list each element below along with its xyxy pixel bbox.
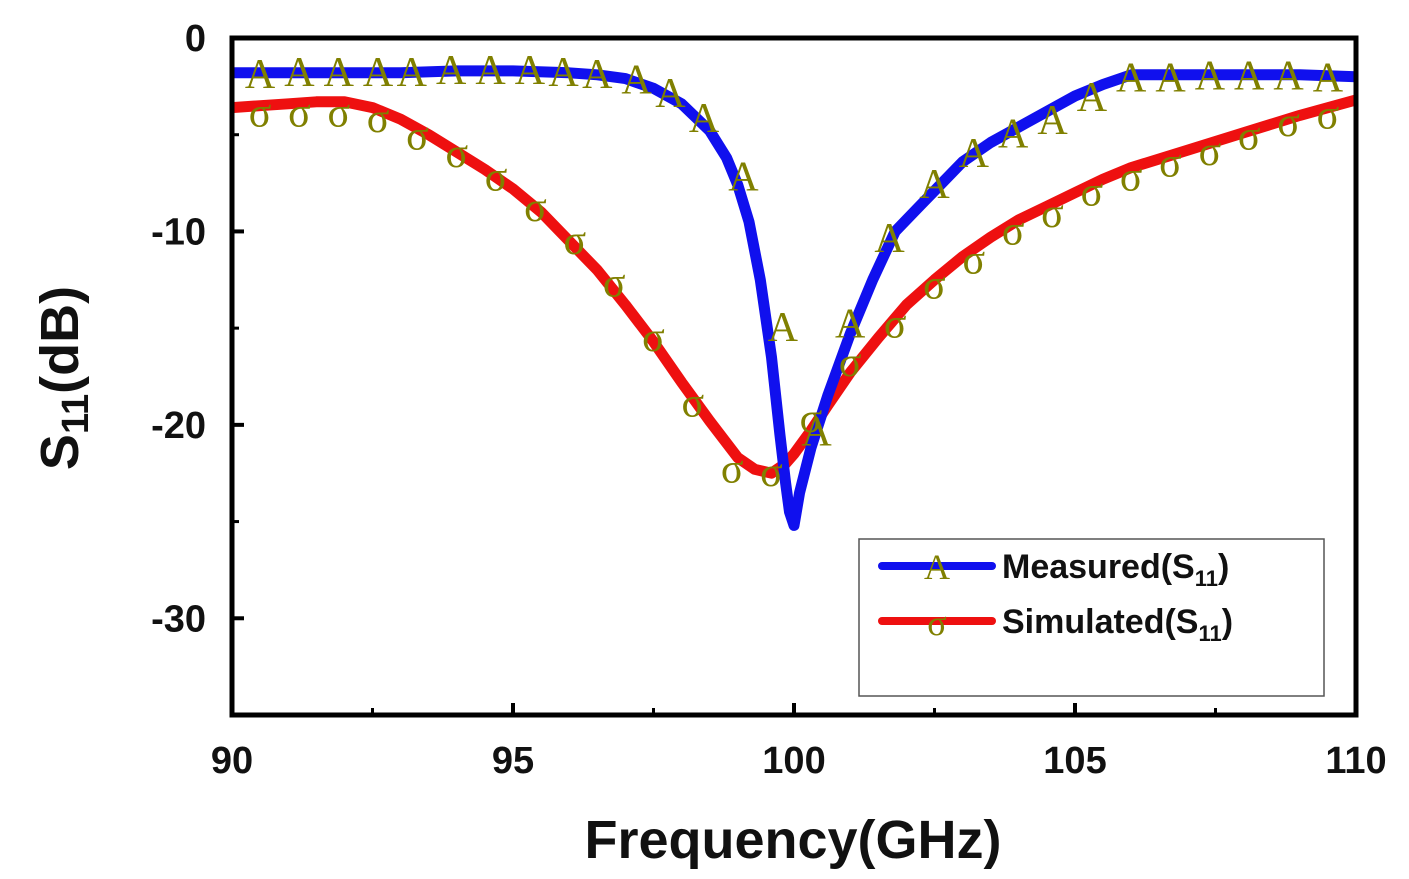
marker-simulated-point: σ	[288, 90, 311, 136]
series-layer	[232, 65, 1356, 531]
marker-simulated-point: σ	[1159, 141, 1182, 187]
marker-simulated-point: σ	[1317, 92, 1340, 138]
legend-label-simulated: Simulated(S11)	[1002, 603, 1233, 646]
legend-label-measured: Measured(S11)	[1002, 548, 1229, 591]
marker-measured-point: A	[621, 58, 652, 104]
marker-simulated-point: σ	[681, 381, 704, 427]
x-tick-label: 90	[211, 740, 253, 782]
marker-measured-point: A	[728, 154, 759, 200]
y-axis-title-main: S	[30, 434, 90, 470]
marker-simulated-point: σ	[445, 131, 468, 177]
marker-measured-point: A	[768, 305, 799, 351]
marker-simulated-point: σ	[884, 301, 907, 347]
tick-label-layer: 90 95 100 105 110 0 -10 -20 -30	[151, 18, 1387, 782]
marker-simulated-point: σ	[642, 315, 665, 361]
marker-measured-point: A	[436, 48, 467, 94]
marker-measured-point: A	[689, 96, 720, 142]
marker-simulated-point: σ	[962, 237, 985, 283]
marker-simulated-point: σ	[923, 263, 946, 309]
y-tick-label: 0	[185, 18, 206, 60]
marker-simulated-point: σ	[839, 340, 862, 386]
marker-simulated-point: σ	[1041, 191, 1064, 237]
marker-simulated-point: σ	[721, 446, 744, 492]
marker-simulated-point: σ	[367, 96, 390, 142]
y-tick-label: -20	[151, 405, 206, 447]
marker-measured-point: A	[1155, 56, 1186, 102]
legend-simulated-main: Simulated(S	[1002, 603, 1198, 641]
y-axis-title: S11(dB)	[30, 286, 97, 470]
tick-layer	[230, 36, 1358, 717]
marker-simulated-point: σ	[760, 450, 783, 496]
legend-measured-main: Measured(S	[1002, 548, 1195, 586]
marker-measured-point: A	[1313, 56, 1344, 102]
marker-simulated-point: σ	[1277, 100, 1300, 146]
marker-simulated-point: σ	[485, 154, 508, 200]
marker-measured-point: A	[874, 216, 905, 262]
marker-measured-point: A	[655, 71, 686, 117]
legend-simulated-tail: )	[1222, 603, 1233, 641]
legend-simulated-sub: 11	[1198, 621, 1221, 646]
series-line-simulated	[232, 94, 1356, 479]
marker-simulated-point: σ	[524, 185, 547, 231]
marker-measured-point: A	[1195, 54, 1226, 100]
marker-measured-point: A	[582, 52, 613, 98]
x-tick-label: 105	[1043, 740, 1106, 782]
series-line-measured	[232, 65, 1356, 531]
marker-measured-point: A	[397, 50, 428, 96]
legend-marker-simulated: σ	[927, 603, 946, 643]
marker-measured-point: A	[1116, 56, 1147, 102]
y-axis-title-sub: 11	[55, 394, 97, 434]
marker-simulated-point: σ	[563, 218, 586, 264]
marker-simulated-point: σ	[1002, 208, 1025, 254]
marker-measured-point: A	[959, 131, 990, 177]
marker-simulated-point: σ	[406, 114, 429, 160]
marker-simulated-point: σ	[1199, 129, 1222, 175]
marker-measured-point: A	[1077, 75, 1108, 121]
marker-simulated-point: σ	[1120, 154, 1143, 200]
marker-measured-point: A	[801, 410, 832, 456]
x-axis-title: Frequency(GHz)	[584, 810, 1001, 870]
marker-simulated-point: σ	[249, 90, 272, 136]
marker-simulated-point: σ	[603, 261, 626, 307]
marker-measured-point: A	[919, 162, 950, 208]
y-tick-label: -10	[151, 211, 206, 253]
legend-marker-measured: A	[924, 547, 950, 587]
marker-measured-point: A	[1037, 98, 1068, 144]
marker-measured-point: A	[363, 50, 394, 96]
marker-simulated-point: σ	[327, 90, 350, 136]
marker-measured-point: A	[515, 48, 546, 94]
marker-measured-point: A	[324, 50, 355, 96]
x-tick-label: 110	[1325, 740, 1386, 782]
marker-simulated-point: σ	[1081, 170, 1104, 216]
marker-measured-point: A	[1273, 54, 1304, 100]
marker-simulated-point: σ	[1238, 114, 1261, 160]
legend-measured-sub: 11	[1195, 566, 1218, 591]
marker-measured-point: A	[998, 112, 1029, 158]
legend-measured-tail: )	[1218, 548, 1229, 586]
marker-measured-point: A	[1234, 54, 1265, 100]
marker-measured-point: A	[835, 301, 866, 347]
marker-measured-point: A	[548, 50, 579, 96]
marker-measured-point: A	[475, 48, 506, 94]
marker-measured-point: A	[245, 52, 276, 98]
x-tick-label: 100	[762, 740, 825, 782]
marker-simulated-point: σ	[800, 396, 823, 442]
legend: A Measured(S11) σ Simulated(S11)	[858, 538, 1325, 697]
x-tick-label: 95	[492, 740, 534, 782]
y-axis-title-tail: (dB)	[30, 286, 90, 394]
marker-measured-point: A	[284, 50, 315, 96]
y-tick-label: -30	[151, 598, 206, 640]
